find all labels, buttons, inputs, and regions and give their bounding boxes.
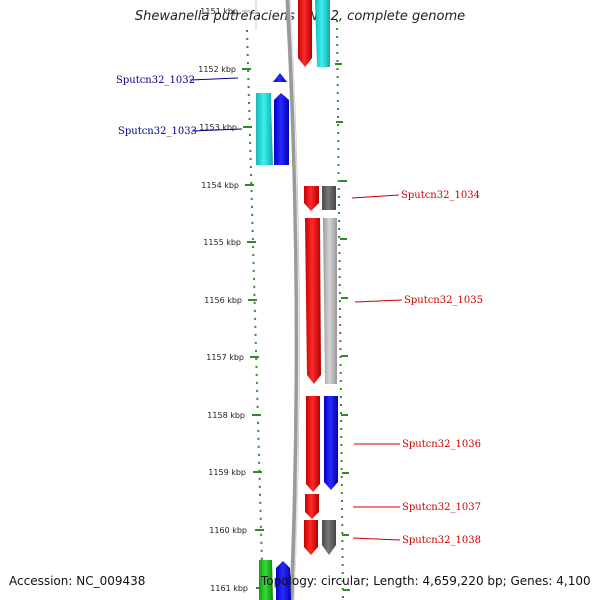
svg-text:Sputcn32_1033: Sputcn32_1033	[118, 126, 197, 137]
gene-label-sputcn32-1032[interactable]: Sputcn32_1032	[116, 75, 239, 86]
tick-label: 1156 kbp	[204, 296, 242, 305]
genome-backbone	[285, 0, 300, 600]
scale-tick: 1160 kbp	[209, 526, 264, 535]
svg-text:Sputcn32_1037: Sputcn32_1037	[402, 502, 481, 513]
gene-sputcn32-1035[interactable]	[305, 218, 337, 384]
gene-sputcn32-1037[interactable]	[305, 494, 319, 519]
svg-text:Sputcn32_1038: Sputcn32_1038	[402, 535, 481, 546]
gene-top-red[interactable]	[298, 0, 312, 67]
gene-sputcn32-1034[interactable]	[304, 186, 336, 211]
tick-label: 1160 kbp	[209, 526, 247, 535]
gene-bottom-green[interactable]	[259, 560, 273, 600]
tick-label: 1161 kbp	[210, 584, 248, 593]
scale-tick: 1151 kbp	[200, 7, 250, 16]
gene-label-sputcn32-1034[interactable]: Sputcn32_1034	[351, 190, 480, 201]
tick-label: 1157 kbp	[206, 353, 244, 362]
svg-text:Sputcn32_1034: Sputcn32_1034	[401, 190, 480, 201]
scale-tick: 1153 kbp	[199, 123, 252, 132]
scale-tick: 1161 kbp	[210, 584, 265, 593]
topology-summary: Topology: circular; Length: 4,659,220 bp…	[261, 574, 591, 588]
accession-text: Accession: NC_009438	[9, 574, 146, 588]
gene-bottom-blue[interactable]	[276, 561, 291, 600]
gene-sputcn32-1036[interactable]	[306, 396, 338, 492]
tick-label: 1158 kbp	[207, 411, 245, 420]
gene-sputcn32-1038[interactable]	[304, 520, 336, 555]
scale-tick: 1152 kbp	[198, 65, 251, 74]
tick-label: 1155 kbp	[203, 238, 241, 247]
tick-label: 1153 kbp	[199, 123, 237, 132]
scale-tick: 1158 kbp	[207, 411, 261, 420]
scale-ticks: 1151 kbp 1152 kbp 1153 kbp 1154 kbp 1155…	[198, 7, 265, 593]
svg-text:Sputcn32_1036: Sputcn32_1036	[402, 439, 481, 450]
gene-sputcn32-1032[interactable]	[273, 73, 289, 165]
gene-top-cyan[interactable]	[315, 0, 330, 67]
scale-tick: 1157 kbp	[206, 353, 259, 362]
tick-label: 1152 kbp	[198, 65, 236, 74]
svg-text:Sputcn32_1032: Sputcn32_1032	[116, 75, 195, 86]
tick-label: 1159 kbp	[208, 468, 246, 477]
inner-scale-ring	[336, 19, 344, 600]
tick-label: 1151 kbp	[200, 7, 238, 16]
gene-label-sputcn32-1036[interactable]: Sputcn32_1036	[354, 439, 481, 450]
scale-tick: 1154 kbp	[201, 181, 254, 190]
gene-label-sputcn32-1033[interactable]: Sputcn32_1033	[118, 126, 243, 137]
scale-tick: 1156 kbp	[204, 296, 257, 305]
inner-ring-ticks	[335, 63, 350, 591]
scale-tick: 1159 kbp	[208, 468, 262, 477]
gene-label-sputcn32-1035[interactable]: Sputcn32_1035	[354, 295, 483, 306]
gene-label-sputcn32-1037[interactable]: Sputcn32_1037	[353, 502, 481, 513]
scale-tick: 1155 kbp	[203, 238, 256, 247]
gene-label-sputcn32-1038[interactable]: Sputcn32_1038	[352, 535, 481, 546]
tick-label: 1154 kbp	[201, 181, 239, 190]
svg-text:Sputcn32_1035: Sputcn32_1035	[404, 295, 483, 306]
gene-sputcn32-1033[interactable]	[256, 93, 273, 165]
